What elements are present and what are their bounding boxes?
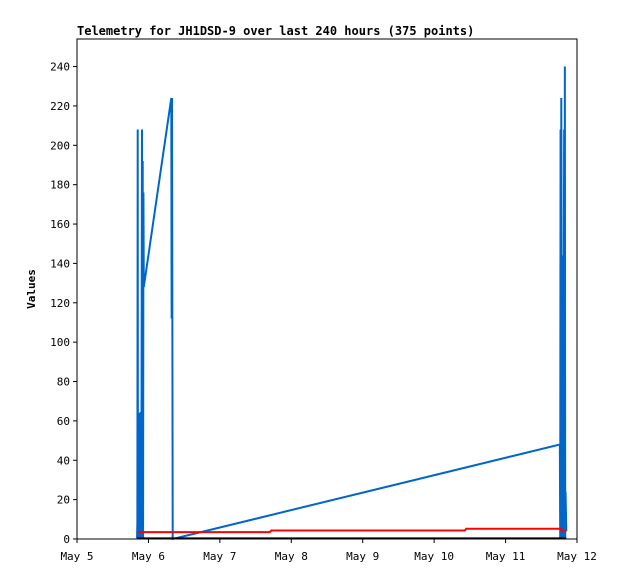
y-tick-label: 40 (57, 454, 70, 467)
y-tick-label: 20 (57, 494, 70, 507)
y-tick-label: 60 (57, 415, 70, 428)
y-tick-label: 180 (50, 179, 70, 192)
y-tick-label: 0 (63, 533, 70, 546)
x-tick-label: May 11 (486, 550, 526, 563)
x-tick-label: May 12 (557, 550, 597, 563)
y-axis-label: Values (25, 269, 38, 309)
x-tick-label: May 7 (203, 550, 236, 563)
y-tick-label: 100 (50, 336, 70, 349)
y-tick-label: 140 (50, 257, 70, 270)
x-tick-label: May 10 (414, 550, 454, 563)
series-line-1 (136, 66, 568, 541)
x-tick-label: May 8 (275, 550, 308, 563)
y-tick-label: 120 (50, 297, 70, 310)
x-tick-label: May 5 (60, 550, 93, 563)
x-tick-label: May 9 (346, 550, 379, 563)
series-line-2 (137, 527, 567, 534)
y-tick-label: 80 (57, 376, 70, 389)
y-tick-label: 240 (50, 61, 70, 74)
y-tick-label: 160 (50, 218, 70, 231)
y-tick-label: 200 (50, 139, 70, 152)
y-tick-label: 220 (50, 100, 70, 113)
chart-title: Telemetry for JH1DSD-9 over last 240 hou… (77, 24, 474, 38)
plot-area: 0 20 40 60 80 100 120 140 160 180 200 220 240 May 5 Ma… (50, 38, 597, 563)
x-tick-label: May 6 (132, 550, 165, 563)
